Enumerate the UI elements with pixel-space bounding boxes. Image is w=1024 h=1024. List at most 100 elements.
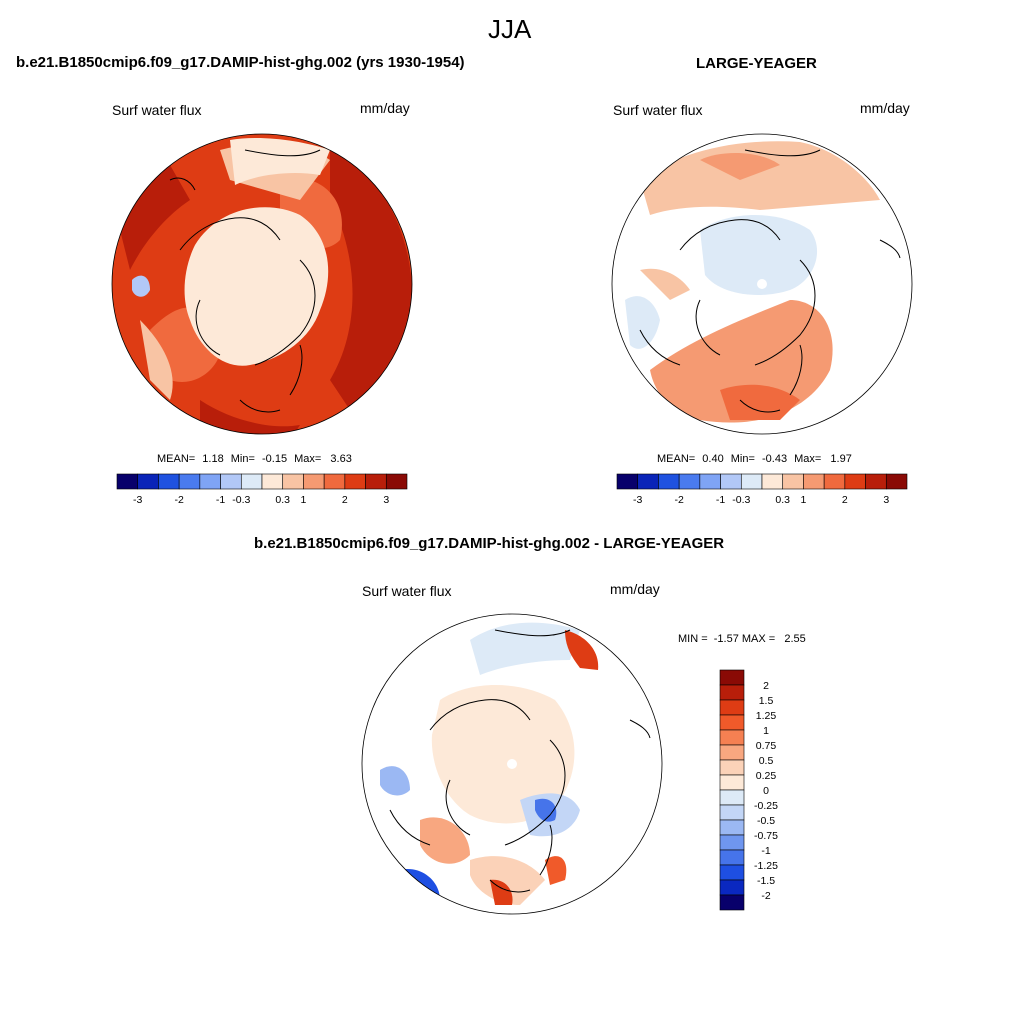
colorbar-cell [865, 473, 887, 490]
colorbar-tick-label: 0.3 [275, 494, 290, 506]
colorbar-cell [719, 849, 745, 866]
colorbar-cell [199, 473, 221, 490]
colorbar-cell [678, 473, 701, 490]
map-a-units: mm/day [360, 100, 410, 116]
map-b [612, 134, 912, 434]
colorbar-tick-label: -0.3 [232, 494, 250, 506]
colorbar-a: -3 -2 -1 -0.3 0.3 1 2 3 [116, 473, 408, 506]
max-value: 3.63 [330, 453, 352, 465]
colorbar-cell [616, 473, 639, 490]
colorbar-c: 2 1.5 1.25 1 0.75 0.5 0.25 0 -0.25 -0.5 -0.75 -1 -1.… [719, 669, 778, 911]
colorbar-cell [699, 473, 721, 490]
colorbar-cell [803, 473, 825, 490]
colorbar-cell [637, 473, 659, 490]
colorbar-tick-label: -1.25 [754, 860, 778, 872]
colorbar-tick-label: 0.5 [759, 755, 774, 767]
colorbar-tick-label: -1.5 [757, 875, 775, 887]
diff-title: b.e21.B1850cmip6.f09_g17.DAMIP-hist-ghg.… [254, 535, 725, 552]
colorbar-tick-label: 1 [763, 725, 769, 737]
map-b-stats: MEAN= 0.40 Min= -0.43 Max= 1.97 [657, 453, 852, 465]
coastline [389, 629, 651, 893]
colorbar-cell [719, 894, 745, 911]
colorbar-cell [137, 473, 159, 490]
colorbar-tick-label: 2 [763, 680, 769, 692]
colorbar-tick-label: -0.5 [757, 815, 775, 827]
colorbar-cell [240, 473, 263, 490]
field-region [640, 141, 880, 215]
colorbar-cell [761, 473, 784, 490]
field-region [490, 879, 513, 905]
colorbar-cell [719, 819, 745, 836]
colorbar-cell [823, 473, 846, 490]
max-label: Max= [794, 453, 822, 465]
min-label: Min= [730, 453, 755, 465]
mean-value: 1.18 [202, 453, 224, 465]
field-region [470, 622, 580, 675]
field-region [565, 630, 599, 670]
mean-label: MEAN= [157, 453, 196, 465]
field-region [380, 766, 410, 796]
coastline [169, 149, 321, 413]
colorbar-tick-label: 0.75 [756, 740, 777, 752]
field-region [700, 153, 780, 180]
colorbar-cell [719, 879, 745, 896]
colorbar-tick-label: 1 [801, 494, 807, 506]
colorbar-tick-label: 1.5 [759, 695, 774, 707]
colorbar-cell [740, 473, 763, 490]
map-a-border [111, 133, 413, 435]
panel-b-title: LARGE-YEAGER [696, 55, 817, 72]
colorbar-tick-label: 1.25 [756, 710, 777, 722]
colorbar-cell [719, 789, 745, 806]
map-b-label: Surf water flux [613, 102, 703, 118]
colorbar-cell [303, 473, 325, 490]
colorbar-cell [158, 473, 180, 490]
panel-a-title: b.e21.B1850cmip6.f09_g17.DAMIP-hist-ghg.… [16, 54, 465, 71]
colorbar-cell [719, 714, 745, 731]
pole-hole [507, 759, 517, 769]
field-region [120, 165, 190, 270]
map-a-label: Surf water flux [112, 102, 202, 118]
field-region [535, 798, 557, 822]
colorbar-cell [844, 473, 866, 490]
colorbar-tick-label: 0.25 [756, 770, 777, 782]
colorbar-tick-label: 0 [763, 785, 769, 797]
min-label: Min= [230, 453, 255, 465]
colorbar-cell [719, 669, 745, 686]
colorbar-cell [220, 473, 242, 490]
colorbar-cell [385, 473, 408, 490]
field-region [640, 268, 690, 300]
mean-label: MEAN= [657, 453, 696, 465]
map-b-units: mm/day [860, 100, 910, 116]
field-region [720, 384, 800, 420]
field-region [420, 817, 470, 864]
land-region [184, 207, 329, 366]
colorbar-tick-label: -1 [761, 845, 770, 857]
max-value: 1.97 [830, 453, 852, 465]
colorbar-tick-label: 3 [383, 494, 389, 506]
map-a-stats: MEAN= 1.18 Min= -0.15 Max= 3.63 [157, 453, 352, 465]
colorbar-cell [782, 473, 804, 490]
map-c-label: Surf water flux [362, 583, 452, 599]
colorbar-cell [178, 473, 201, 490]
field-region [132, 275, 150, 297]
colorbar-cell [719, 729, 745, 746]
field-region [625, 296, 660, 349]
colorbar-tick-label: -2 [174, 494, 183, 506]
colorbar-cell [719, 684, 745, 701]
field-region [700, 215, 818, 295]
field-region [545, 856, 567, 885]
colorbar-cell [885, 473, 908, 490]
colorbar-tick-label: 1 [301, 494, 307, 506]
colorbar-cell [720, 473, 742, 490]
field-region [140, 320, 173, 400]
colorbar-cell [719, 744, 745, 761]
colorbar-cell [719, 774, 745, 791]
colorbar-tick-label: -2 [674, 494, 683, 506]
colorbar-cell [344, 473, 366, 490]
colorbar-tick-label: -3 [133, 494, 142, 506]
map-c-border [361, 613, 663, 915]
colorbar-cell [719, 699, 745, 716]
colorbar-tick-label: 3 [883, 494, 889, 506]
pole-hole [757, 279, 767, 289]
colorbar-cell [719, 804, 745, 821]
